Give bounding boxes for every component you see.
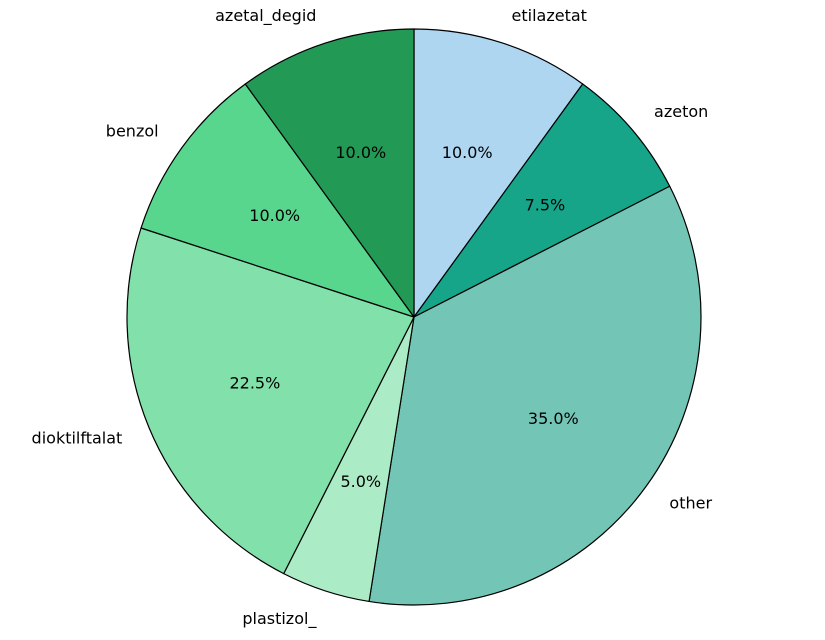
slice-label-benzol: benzol	[106, 121, 159, 140]
pie-slice-dioktilftalat	[126, 227, 415, 575]
slice-percent-plastizol: 5.0%	[340, 472, 381, 491]
slice-label-other: other	[669, 494, 712, 513]
slice-label-azeton: azeton	[654, 102, 708, 121]
slice-label-plastizol: plastizol_	[242, 609, 317, 629]
slice-label-etilazetat: etilazetat	[512, 6, 587, 25]
pie-slice-benzol	[140, 83, 415, 318]
pie-slice-azetal-degid	[244, 28, 415, 318]
pie-slice-other	[368, 185, 702, 606]
pie-slices	[126, 28, 702, 606]
slice-percent-other: 35.0%	[528, 409, 579, 428]
slice-percent-etilazetat: 10.0%	[442, 143, 493, 162]
pie-labels: etilazetat 10.0% azeton 7.5% other 35.0% plast…	[32, 6, 713, 629]
pie-slice-etilazetat	[413, 28, 584, 318]
slice-percent-azetal-degid: 10.0%	[335, 143, 386, 162]
slice-percent-azeton: 7.5%	[525, 195, 566, 214]
pie-slice-azeton	[413, 83, 671, 318]
slice-label-azetal-degid: azetal_degid	[215, 6, 316, 26]
slice-label-dioktilftalat: dioktilftalat	[32, 429, 123, 448]
slice-percent-benzol: 10.0%	[249, 206, 300, 225]
slice-percent-dioktilftalat: 22.5%	[229, 374, 280, 393]
